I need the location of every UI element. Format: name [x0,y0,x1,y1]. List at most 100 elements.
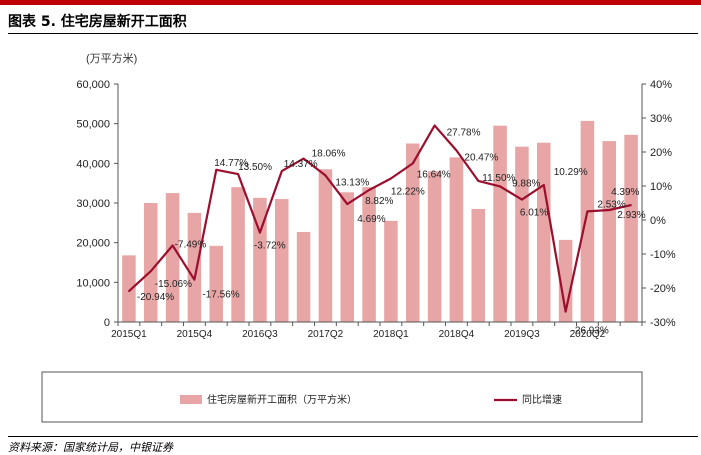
footer-divider [8,436,698,437]
title-divider [8,33,698,34]
top-accent-bar [0,0,701,5]
bar [253,197,267,322]
bar [405,143,420,322]
right-tick-label: -10% [650,249,676,261]
data-label: 2.93% [617,210,645,221]
data-label: 16.64% [417,169,451,180]
page-title: 图表 5. 住宅房屋新开工面积 [8,14,187,30]
bar [362,187,376,322]
data-label: 10.29% [554,167,588,178]
bar [165,193,180,322]
x-tick-label: 2015Q1 [111,329,147,340]
left-tick-label: 20,000 [76,238,110,250]
bar [602,141,617,322]
line-point [237,173,239,175]
line-point [455,149,458,152]
source-note: 资料来源：国家统计局，中银证券 [8,441,173,454]
growth-line [128,124,632,313]
bar [558,239,573,322]
line-point [564,310,567,313]
line-point [302,157,305,160]
line-point [390,177,392,180]
line-point [368,189,370,191]
bar [122,255,136,322]
x-tick-label: 2016Q3 [242,329,278,340]
data-label: 13.50% [238,162,272,173]
line-point [630,204,632,206]
bar [231,187,245,322]
data-label: -20.94% [137,292,174,303]
line-point [346,203,349,205]
right-tick-label: -30% [650,317,676,329]
line-point [411,162,414,165]
data-label: -26.93% [572,326,609,337]
left-tick-label: 10,000 [76,277,110,289]
bar [384,220,398,322]
line-point [586,210,589,213]
data-labels: -20.94% -15.06% -7.49% -17.56% 14.77%13.50% -… [137,128,646,337]
legend-box [41,371,643,423]
data-label: 11.50% [482,173,515,184]
x-tick-label: 2018Q1 [373,329,409,340]
line-point [171,244,174,247]
bar [536,142,551,322]
bar [427,171,442,322]
left-tick-label: 40,000 [76,158,110,170]
bar [624,134,638,322]
data-label: 14.77% [214,158,248,169]
right-tick-label: 10% [650,181,672,193]
bar [318,169,333,322]
bar [274,199,289,322]
data-label: 4.69% [357,214,385,225]
legend-bar-swatch [180,395,202,404]
line-point [259,231,261,234]
bar [209,245,224,322]
x-tick-label: 2020Q2 [570,329,606,340]
legend-line-label: 同比增速 [522,393,562,406]
data-label: 18.06% [312,149,346,160]
x-tick-label: 2019Q3 [504,329,540,340]
line-point [477,180,480,182]
x-tick-label: 2015Q4 [177,329,213,340]
left-tick-label: 50,000 [76,119,110,131]
left-tick-label: 60,000 [76,79,110,91]
data-label: 2.53% [597,199,625,210]
bar [296,231,311,322]
data-label: 27.78% [447,128,481,139]
bar [471,208,486,322]
bar [515,146,529,322]
bar [340,192,355,322]
right-tick-label: -20% [650,283,676,295]
left-tick-label: 30,000 [76,198,110,210]
line-point [499,185,501,188]
data-label: -7.49% [175,239,207,250]
line-point [608,209,611,211]
unit-label: (万平方米) [86,51,137,65]
bar [143,203,158,322]
right-tick-label: 0% [650,215,666,227]
data-label: 6.01% [520,208,548,219]
x-tick-label: 2018Q4 [439,329,475,340]
x-tick-label: 2017Q2 [308,329,344,340]
legend: 住宅房屋新开工面积（万平方米） 同比增速 [41,371,643,423]
bar [580,120,595,322]
bar [493,125,507,323]
data-label: -3.72% [254,241,286,252]
bar [449,157,464,322]
data-label: 12.22% [391,186,425,197]
legend-bar-label: 住宅房屋新开工面积（万平方米） [207,393,357,406]
line-point [128,290,130,292]
right-tick-label: 30% [650,113,672,125]
bar [187,212,202,322]
data-label: -15.06% [155,279,192,290]
line-point [280,170,283,172]
data-label: 9.88% [512,178,540,189]
data-label: 13.13% [335,177,369,188]
line-point [324,174,327,177]
line-series [128,124,632,313]
line-point [193,278,196,281]
data-label: 20.47% [464,152,498,163]
data-label: 4.39% [611,187,639,198]
axes: (万平方米) 0 10,000 20,000 30,000 40,000 50,000 60,… [76,51,676,340]
